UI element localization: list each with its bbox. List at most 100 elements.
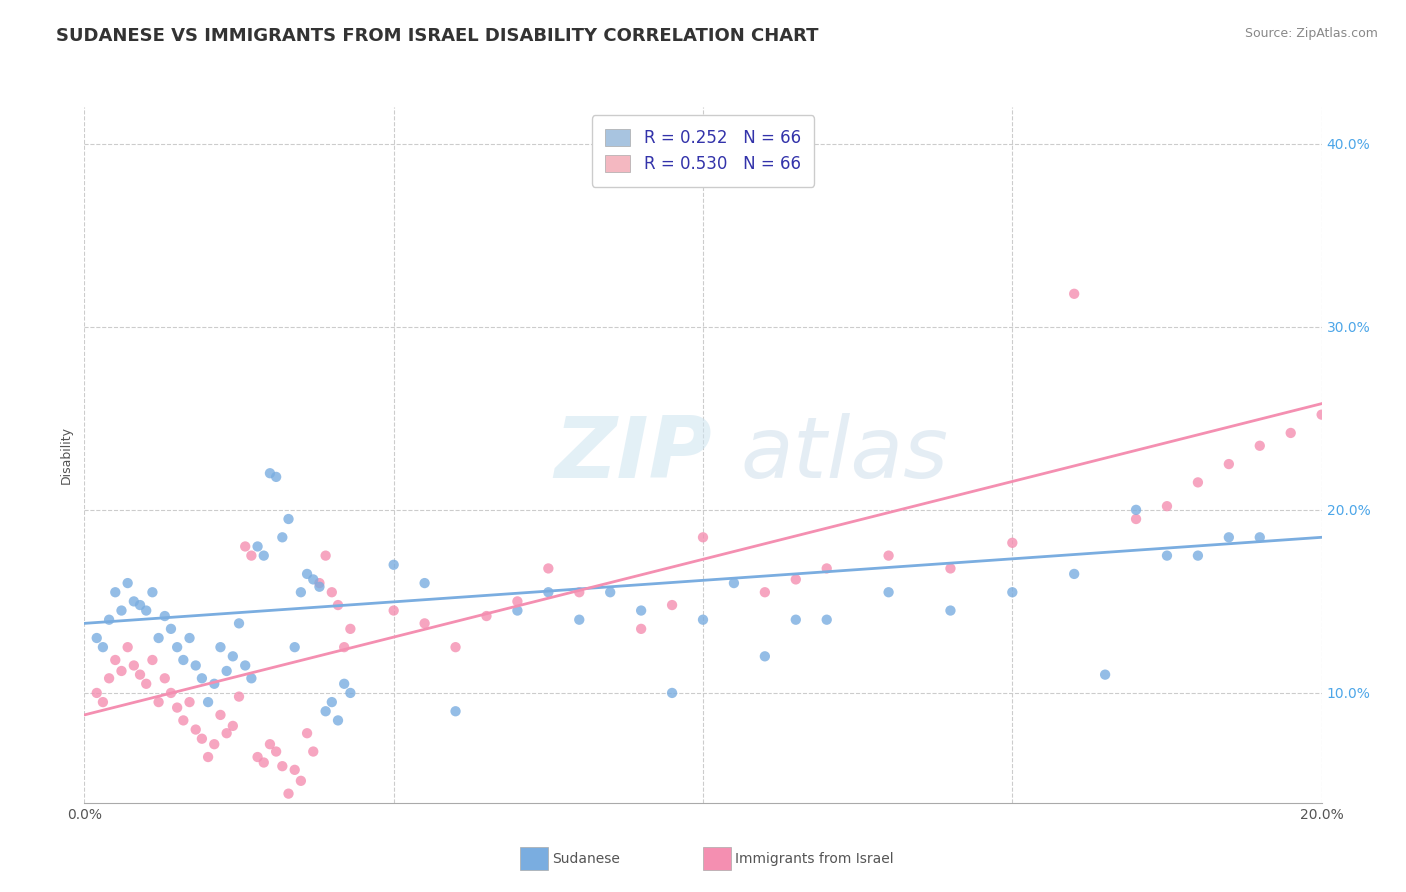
Point — [692, 530, 714, 544]
Point — [277, 787, 299, 801]
Point — [1249, 530, 1271, 544]
Point — [339, 686, 361, 700]
Text: Sudanese: Sudanese — [553, 852, 620, 866]
Point — [240, 549, 263, 563]
Point — [444, 704, 467, 718]
Point — [222, 649, 245, 664]
Point — [215, 664, 238, 678]
Point — [209, 707, 232, 722]
Point — [333, 640, 356, 655]
Point — [86, 631, 108, 645]
Point — [284, 640, 307, 655]
Point — [692, 613, 714, 627]
Point — [259, 737, 281, 751]
Point — [815, 613, 838, 627]
Point — [153, 609, 176, 624]
Point — [240, 671, 263, 685]
Point — [506, 603, 529, 617]
Point — [253, 756, 276, 770]
Point — [1094, 667, 1116, 681]
Point — [91, 640, 114, 655]
Point — [264, 745, 287, 759]
Point — [661, 686, 683, 700]
Point — [1187, 549, 1209, 563]
Point — [179, 631, 201, 645]
Point — [104, 585, 127, 599]
Point — [308, 580, 330, 594]
Point — [1125, 512, 1147, 526]
Point — [308, 576, 330, 591]
Point — [315, 704, 337, 718]
Point — [568, 613, 591, 627]
Point — [172, 714, 194, 728]
Point — [877, 585, 900, 599]
Point — [222, 719, 245, 733]
Point — [413, 616, 436, 631]
Point — [475, 609, 498, 624]
Point — [153, 671, 176, 685]
Point — [117, 576, 139, 591]
Point — [91, 695, 114, 709]
Point — [197, 695, 219, 709]
Text: Immigrants from Israel: Immigrants from Israel — [735, 852, 894, 866]
Point — [191, 731, 214, 746]
Point — [141, 653, 163, 667]
Point — [1156, 549, 1178, 563]
Point — [184, 723, 207, 737]
Point — [166, 700, 188, 714]
Point — [295, 566, 318, 581]
Point — [259, 467, 281, 481]
Point — [382, 603, 405, 617]
Text: SUDANESE VS IMMIGRANTS FROM ISRAEL DISABILITY CORRELATION CHART: SUDANESE VS IMMIGRANTS FROM ISRAEL DISAB… — [56, 27, 818, 45]
Point — [233, 658, 256, 673]
Point — [184, 658, 207, 673]
Point — [321, 585, 343, 599]
Point — [148, 631, 170, 645]
Point — [537, 561, 560, 575]
Point — [290, 585, 312, 599]
Point — [135, 677, 157, 691]
Text: ZIP: ZIP — [554, 413, 713, 497]
Point — [197, 750, 219, 764]
Point — [160, 686, 183, 700]
Point — [1218, 530, 1240, 544]
Point — [166, 640, 188, 655]
Point — [339, 622, 361, 636]
Point — [172, 653, 194, 667]
Point — [271, 759, 294, 773]
Point — [1187, 475, 1209, 490]
Point — [444, 640, 467, 655]
Point — [122, 594, 145, 608]
Point — [939, 603, 962, 617]
Point — [723, 576, 745, 591]
Point — [785, 573, 807, 587]
Point — [661, 598, 683, 612]
Point — [785, 613, 807, 627]
Point — [122, 658, 145, 673]
Point — [599, 585, 621, 599]
Point — [321, 695, 343, 709]
Point — [246, 540, 269, 554]
Point — [253, 549, 276, 563]
Point — [135, 603, 157, 617]
Text: Source: ZipAtlas.com: Source: ZipAtlas.com — [1244, 27, 1378, 40]
Point — [233, 540, 256, 554]
Point — [413, 576, 436, 591]
Point — [110, 603, 132, 617]
Point — [284, 763, 307, 777]
Point — [1001, 585, 1024, 599]
Point — [209, 640, 232, 655]
Y-axis label: Disability: Disability — [60, 425, 73, 484]
Point — [228, 616, 250, 631]
Point — [315, 549, 337, 563]
Point — [1125, 503, 1147, 517]
Point — [191, 671, 214, 685]
Point — [160, 622, 183, 636]
Point — [1156, 499, 1178, 513]
Point — [104, 653, 127, 667]
Point — [326, 598, 349, 612]
Point — [506, 594, 529, 608]
Point — [295, 726, 318, 740]
Point — [1218, 457, 1240, 471]
Point — [815, 561, 838, 575]
